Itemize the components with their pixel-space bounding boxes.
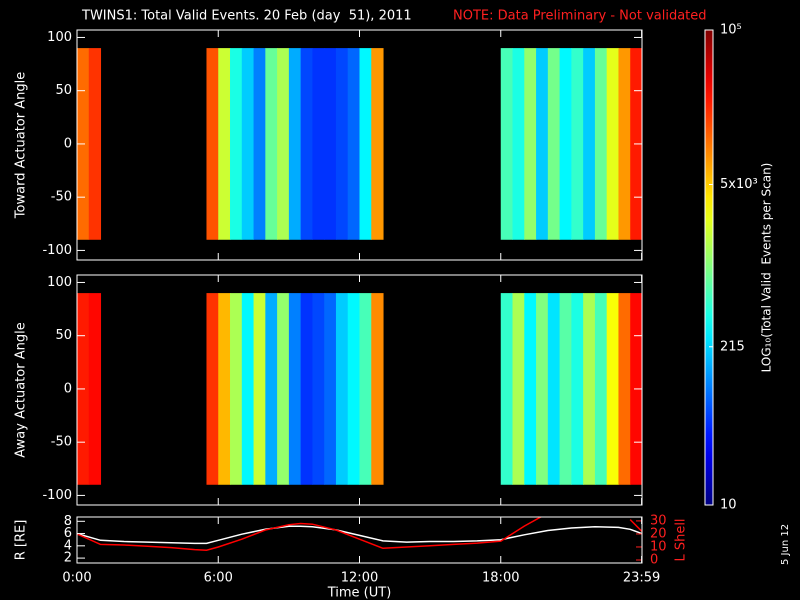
heatmap-cell xyxy=(512,293,525,485)
y-tick-label: 0 xyxy=(64,381,72,396)
colorbar-tick-label: 215 xyxy=(720,339,745,354)
heatmap-cell xyxy=(265,48,278,240)
y-tick-label: 8 xyxy=(64,514,72,529)
heatmap-cell xyxy=(547,48,561,240)
heatmap-cell xyxy=(277,48,290,240)
heatmap-cell xyxy=(347,48,360,240)
heatmap-cell xyxy=(606,48,619,240)
y-tick-label: 50 xyxy=(55,328,72,343)
heatmap-cell xyxy=(312,48,325,240)
heatmap-cell xyxy=(618,48,631,240)
colorbar-label: LOG₁₀(Total Valid Events per Scan) xyxy=(760,163,774,373)
y2-tick-label: 10 xyxy=(650,539,667,554)
heatmap-cell xyxy=(218,48,231,240)
colorbar xyxy=(704,29,714,506)
heatmap-cell xyxy=(335,48,349,240)
heatmap-cell xyxy=(277,293,290,485)
x-tick-label: 23:59 xyxy=(623,571,660,586)
heatmap-cell xyxy=(312,293,325,485)
y-axis-label: R [RE] xyxy=(14,520,29,561)
x-axis-label: Time (UT) xyxy=(327,586,392,600)
colorbar-tick-label: 10 xyxy=(720,498,737,513)
heatmap-cell xyxy=(206,48,219,240)
y-tick-label: -100 xyxy=(42,243,72,258)
y-tick-label: 100 xyxy=(47,275,72,290)
heatmap-cell xyxy=(347,293,360,485)
heatmap-cell xyxy=(359,48,372,240)
y-axis-label: Away Actuator Angle xyxy=(14,322,29,457)
y-tick-label: 100 xyxy=(47,30,72,45)
heatmap-cell xyxy=(594,293,608,485)
heatmap-cell xyxy=(524,48,537,240)
y2-tick-label: 0 xyxy=(650,553,658,568)
heatmap-cell xyxy=(618,293,631,485)
heatmap-cell xyxy=(559,293,572,485)
y2-tick-label: 20 xyxy=(650,526,667,541)
heatmap-cell xyxy=(230,293,243,485)
heatmap-cell xyxy=(524,293,537,485)
heatmap-cell xyxy=(218,293,231,485)
heatmap-cell xyxy=(88,293,102,485)
line xyxy=(77,525,642,545)
heatmap-cell xyxy=(88,48,102,240)
y-tick-label: 0 xyxy=(64,136,72,151)
chart-title: TWINS1: Total Valid Events. 20 Feb (day … xyxy=(81,9,412,24)
x-tick-label: 0:00 xyxy=(62,571,91,586)
y-tick-label: 2 xyxy=(64,551,72,566)
heatmap-cell xyxy=(335,293,349,485)
heatmap-cell xyxy=(606,293,619,485)
x-tick-label: 6:00 xyxy=(204,571,233,586)
heatmap-cell xyxy=(230,48,243,240)
y-tick-label: 50 xyxy=(55,83,72,98)
y2-axis-label: L Shell xyxy=(674,518,689,561)
note: NOTE: Data Preliminary - Not validated xyxy=(453,9,707,24)
heatmap-cell xyxy=(206,293,219,485)
x-tick-label: 18:00 xyxy=(482,571,519,586)
colorbar-tick-label: 5x10³ xyxy=(720,177,758,192)
heatmap-cell xyxy=(594,48,608,240)
y-tick-label: 4 xyxy=(64,538,72,553)
y-axis-label: Toward Actuator Angle xyxy=(14,72,29,219)
heatmap-cell xyxy=(241,48,255,240)
heatmap-cell xyxy=(324,48,337,240)
heatmap-cell xyxy=(288,48,302,240)
heatmap-cell xyxy=(559,48,572,240)
heatmap-cell xyxy=(547,293,561,485)
y-tick-label: 6 xyxy=(64,526,72,541)
heatmap-cell xyxy=(536,48,549,240)
x-tick-label: 12:00 xyxy=(341,571,378,586)
heatmap-cell xyxy=(324,293,337,485)
heatmap-cell xyxy=(571,48,584,240)
line xyxy=(77,517,642,551)
y-tick-label: -50 xyxy=(51,190,72,205)
heatmap-cell xyxy=(500,48,514,240)
y2-tick-label: 30 xyxy=(650,513,667,528)
heatmap-cell xyxy=(253,48,266,240)
colorbar-tick-label: 10⁵ xyxy=(720,23,742,38)
heatmap-cell xyxy=(265,293,278,485)
heatmap-cell xyxy=(583,48,596,240)
heatmap-cell xyxy=(512,48,525,240)
heatmap-cell xyxy=(583,293,596,485)
heatmap-cell xyxy=(300,48,313,240)
heatmap-cell xyxy=(571,293,584,485)
heatmap-cell xyxy=(300,293,313,485)
heatmap-cell xyxy=(536,293,549,485)
heatmap-cell xyxy=(371,293,384,485)
heatmap-cell xyxy=(500,293,514,485)
heatmap-cell xyxy=(253,293,266,485)
heatmap-cell xyxy=(288,293,302,485)
y-tick-label: -100 xyxy=(42,488,72,503)
heatmap-cell xyxy=(371,48,384,240)
date-stamp: 5 Jun 12 xyxy=(780,524,791,565)
y-tick-label: -50 xyxy=(51,435,72,450)
heatmap-cell xyxy=(241,293,255,485)
heatmap-cell xyxy=(359,293,372,485)
